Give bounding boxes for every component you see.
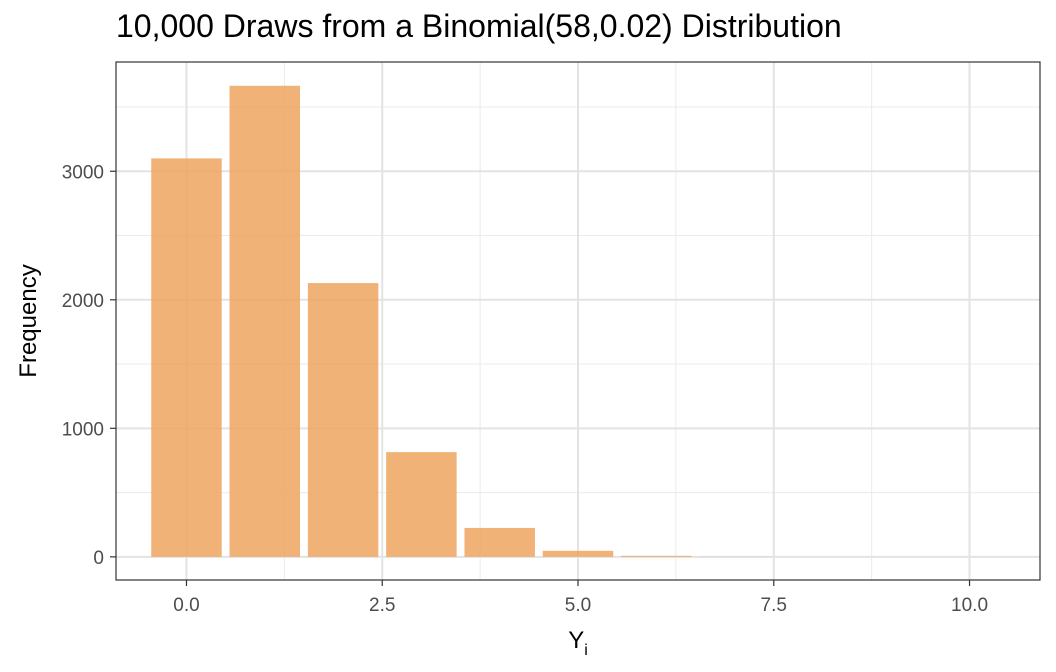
y-axis-title: Frequency: [15, 264, 42, 377]
y-tick-label: 0: [93, 548, 104, 569]
bar-y-2: [307, 283, 379, 557]
y-tick-label: 2000: [62, 291, 104, 312]
bar-y-4: [464, 527, 535, 557]
chart-title: 10,000 Draws from a Binomial(58,0.02) Di…: [116, 8, 842, 44]
bar-y-3: [386, 452, 457, 557]
x-axis-title-subscript: i: [584, 642, 588, 659]
x-axis-title: Yi: [568, 627, 588, 659]
axis-tick-labels: 0.0 2.5 5.0 7.5 10.0 0 1000 2000 3000: [62, 162, 988, 616]
bar-y-1: [229, 85, 301, 557]
y-tick-label: 1000: [62, 419, 104, 440]
x-tick-label: 2.5: [369, 595, 395, 616]
x-axis-title-main: Y: [568, 627, 584, 654]
y-tick-label: 3000: [62, 162, 104, 183]
bar-y-5: [542, 550, 614, 557]
bar-y-6: [621, 555, 692, 557]
x-tick-label: 0.0: [173, 595, 199, 616]
bars-group: [151, 85, 770, 557]
x-tick-label: 5.0: [565, 595, 591, 616]
bar-y-0: [151, 158, 222, 557]
axis-ticks: [110, 170, 971, 586]
x-tick-label: 10.0: [951, 595, 988, 616]
x-tick-label: 7.5: [761, 595, 787, 616]
